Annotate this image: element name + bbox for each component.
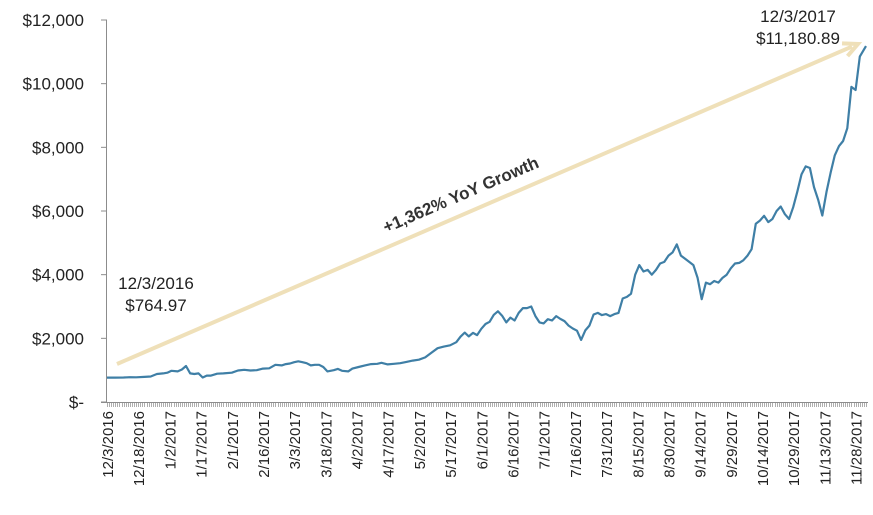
x-tick-label: 2/1/2017 (225, 411, 242, 469)
x-tick-label: 4/2/2017 (350, 411, 367, 469)
price-series-line (107, 45, 867, 379)
y-tick-label: $2,000 (32, 329, 84, 348)
growth-arrow-head (841, 41, 863, 58)
start-value-annotation: $764.97 (125, 296, 186, 315)
y-tick-label: $4,000 (32, 266, 84, 285)
x-tick-label: 3/18/2017 (318, 411, 335, 478)
growth-arrow-shaft (116, 44, 853, 366)
x-tick-label: 7/1/2017 (537, 411, 554, 469)
x-tick-label: 7/31/2017 (599, 411, 616, 478)
series-layer (106, 45, 867, 379)
x-tick-label: 6/1/2017 (474, 411, 491, 469)
end-date-annotation: 12/3/2017 (760, 7, 836, 26)
growth-label: +1,362% YoY Growth (380, 153, 542, 237)
y-tick-label: $6,000 (32, 202, 84, 221)
x-tick-label: 1/2/2017 (162, 411, 179, 469)
x-tick-label: 12/18/2016 (131, 411, 148, 486)
y-tick-label: $10,000 (23, 75, 84, 94)
x-tick-label: 5/2/2017 (412, 411, 429, 469)
y-tick-label: $8,000 (32, 138, 84, 157)
y-tick-label: $12,000 (23, 11, 84, 30)
start-date-annotation: 12/3/2016 (118, 274, 194, 293)
x-tick-label: 10/14/2017 (755, 411, 772, 486)
x-tick-label: 2/16/2017 (256, 411, 273, 478)
x-tick-label: 3/3/2017 (287, 411, 304, 469)
y-axis: $- $2,000 $4,000 $6,000 $8,000 $10,000 $12,000 (23, 11, 107, 412)
x-axis: 12/3/2016 12/18/2016 1/2/2017 1/17/2017 2/1/… (100, 402, 868, 486)
growth-arrow-layer (116, 41, 863, 366)
x-tick-label: 8/30/2017 (661, 411, 678, 478)
x-tick-label: 9/29/2017 (724, 411, 741, 478)
x-tick-label: 10/29/2017 (786, 411, 803, 486)
x-tick-label: 11/28/2017 (849, 411, 866, 485)
y-tick-label: $- (69, 393, 84, 412)
x-tick-label: 5/17/2017 (443, 411, 460, 478)
x-tick-label: 7/16/2017 (568, 411, 585, 478)
x-tick-label: 1/17/2017 (194, 411, 211, 478)
x-tick-label: 8/15/2017 (630, 411, 647, 478)
x-tick-label: 9/14/2017 (693, 411, 710, 478)
x-tick-label: 11/13/2017 (817, 411, 834, 485)
end-value-annotation: $11,180.89 (756, 29, 840, 48)
x-tick-label: 12/3/2016 (100, 411, 117, 478)
x-tick-label: 4/17/2017 (381, 411, 398, 478)
x-tick-label: 6/16/2017 (505, 411, 522, 478)
